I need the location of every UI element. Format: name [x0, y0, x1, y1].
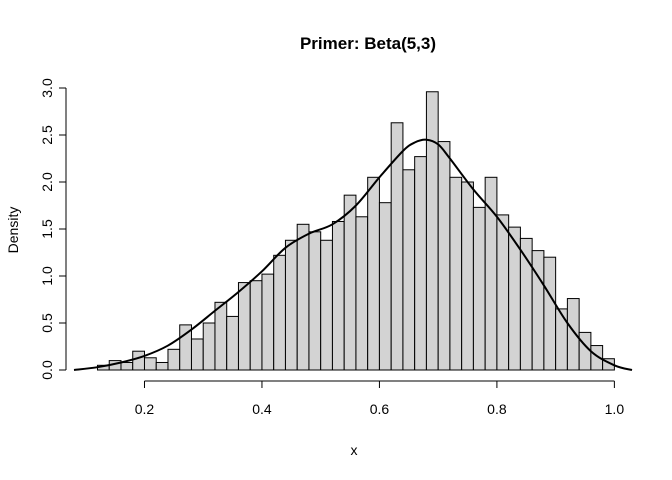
density-curve — [73, 138, 633, 371]
histogram-bar — [331, 220, 345, 371]
histogram-bar — [566, 298, 580, 371]
y-tick-label: 3.0 — [39, 78, 55, 98]
histogram-bar — [343, 194, 357, 371]
histogram-bar — [590, 345, 604, 371]
histogram-bar — [414, 156, 427, 371]
histogram-bar — [167, 348, 181, 371]
histogram-bar — [132, 350, 145, 371]
x-tick-label: 0.4 — [252, 401, 272, 417]
histogram-bar — [425, 91, 439, 371]
histogram-bar — [143, 357, 157, 371]
histogram-bar — [237, 282, 251, 371]
histogram-bar — [461, 181, 474, 371]
histogram-bar — [120, 361, 134, 371]
x-axis: 0.2 0.4 0.6 0.8 1.0 — [135, 380, 625, 417]
histogram-bar — [355, 216, 369, 371]
y-tick-label: 2.0 — [39, 172, 55, 192]
histogram-bar — [367, 176, 380, 371]
histogram-bar — [390, 122, 404, 371]
histogram-bar — [402, 169, 416, 371]
y-tick-label: 0.5 — [39, 313, 55, 333]
x-axis-label: x — [351, 442, 358, 458]
y-tick-label: 1.5 — [39, 219, 55, 239]
x-tick-label: 0.6 — [370, 401, 390, 417]
histogram-bar — [496, 214, 510, 371]
histogram-bars — [96, 91, 615, 371]
histogram-bar — [320, 239, 333, 371]
histogram-bar — [437, 141, 451, 371]
histogram-bar — [308, 231, 322, 371]
histogram-bar — [249, 280, 263, 371]
histogram-bar — [284, 239, 298, 371]
histogram-bar — [190, 338, 204, 371]
histogram-bar — [378, 202, 392, 371]
histogram-bar — [202, 322, 216, 371]
x-tick-label: 1.0 — [605, 401, 625, 417]
histogram-bar — [543, 256, 557, 371]
y-axis-label: Density — [5, 207, 21, 254]
chart-title: Primer: Beta(5,3) — [300, 34, 436, 53]
y-tick-label: 1.0 — [39, 266, 55, 286]
histogram-bar — [472, 206, 486, 371]
x-tick-label: 0.8 — [487, 401, 507, 417]
y-axis: 0.0 0.5 1.0 1.5 2.0 2.5 3.0 — [39, 78, 67, 380]
histogram-bar — [273, 254, 286, 371]
y-tick-label: 0.0 — [39, 360, 55, 380]
histogram-bar — [261, 273, 275, 371]
histogram-bar — [214, 301, 228, 371]
histogram-bar — [555, 308, 568, 371]
x-tick-label: 0.2 — [135, 401, 155, 417]
histogram-bar — [449, 176, 463, 371]
histogram-bar — [155, 361, 169, 371]
histogram-bar — [226, 315, 239, 371]
y-tick-label: 2.5 — [39, 125, 55, 145]
histogram-bar — [578, 331, 592, 371]
histogram-bar — [296, 223, 310, 371]
